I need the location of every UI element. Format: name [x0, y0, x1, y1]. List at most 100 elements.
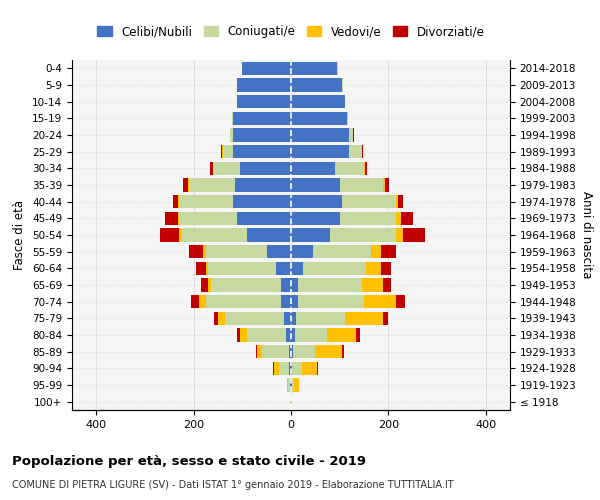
- Bar: [206, 262, 208, 275]
- Bar: [183, 178, 188, 192]
- Bar: [342, 345, 344, 358]
- Bar: [274, 362, 280, 375]
- Bar: [291, 145, 349, 158]
- Bar: [266, 245, 291, 258]
- Bar: [298, 278, 362, 291]
- Bar: [233, 112, 291, 125]
- Bar: [199, 295, 206, 308]
- Bar: [206, 245, 266, 258]
- Text: COMUNE DI PIETRA LIGURE (SV) - Dati ISTAT 1° gennaio 2019 - Elaborazione TUTTITA: COMUNE DI PIETRA LIGURE (SV) - Dati ISTA…: [12, 480, 454, 490]
- Bar: [291, 245, 313, 258]
- Bar: [295, 328, 326, 342]
- Bar: [295, 378, 299, 392]
- Bar: [383, 278, 391, 291]
- Bar: [240, 162, 291, 175]
- Bar: [238, 328, 240, 342]
- Bar: [302, 362, 317, 375]
- Bar: [291, 178, 340, 192]
- Bar: [291, 78, 342, 92]
- Bar: [364, 162, 365, 175]
- Bar: [395, 228, 403, 241]
- Bar: [281, 278, 291, 291]
- Bar: [233, 195, 291, 208]
- Bar: [347, 112, 348, 125]
- Bar: [383, 312, 388, 325]
- Bar: [257, 345, 262, 358]
- Bar: [210, 162, 212, 175]
- Bar: [211, 278, 281, 291]
- Bar: [179, 228, 182, 241]
- Bar: [296, 312, 344, 325]
- Bar: [362, 278, 383, 291]
- Bar: [235, 178, 291, 192]
- Bar: [286, 328, 291, 342]
- Bar: [179, 212, 238, 225]
- Bar: [291, 62, 337, 75]
- Bar: [179, 195, 233, 208]
- Bar: [313, 245, 371, 258]
- Bar: [291, 95, 344, 108]
- Bar: [196, 262, 206, 275]
- Bar: [367, 262, 381, 275]
- Bar: [166, 212, 178, 225]
- Bar: [362, 145, 363, 158]
- Bar: [240, 328, 247, 342]
- Bar: [291, 128, 349, 141]
- Bar: [291, 312, 296, 325]
- Bar: [284, 312, 291, 325]
- Bar: [303, 262, 367, 275]
- Bar: [291, 195, 342, 208]
- Bar: [232, 112, 233, 125]
- Bar: [356, 328, 359, 342]
- Bar: [291, 112, 347, 125]
- Bar: [381, 245, 395, 258]
- Bar: [344, 312, 383, 325]
- Bar: [291, 228, 330, 241]
- Bar: [291, 162, 335, 175]
- Bar: [401, 212, 413, 225]
- Bar: [208, 262, 277, 275]
- Bar: [226, 312, 284, 325]
- Bar: [233, 145, 291, 158]
- Bar: [289, 345, 291, 358]
- Y-axis label: Fasce di età: Fasce di età: [13, 200, 26, 270]
- Bar: [289, 362, 291, 375]
- Bar: [221, 145, 223, 158]
- Bar: [381, 262, 391, 275]
- Bar: [349, 128, 353, 141]
- Bar: [178, 212, 179, 225]
- Bar: [398, 195, 403, 208]
- Bar: [262, 345, 289, 358]
- Bar: [291, 362, 292, 375]
- Bar: [395, 195, 398, 208]
- Bar: [233, 128, 291, 141]
- Bar: [182, 228, 247, 241]
- Bar: [291, 262, 303, 275]
- Bar: [206, 295, 281, 308]
- Bar: [223, 145, 233, 158]
- Bar: [403, 228, 425, 241]
- Text: Popolazione per età, sesso e stato civile - 2019: Popolazione per età, sesso e stato civil…: [12, 455, 366, 468]
- Bar: [316, 345, 342, 358]
- Bar: [340, 212, 395, 225]
- Bar: [364, 295, 395, 308]
- Bar: [281, 295, 291, 308]
- Bar: [218, 312, 226, 325]
- Bar: [340, 178, 383, 192]
- Bar: [291, 295, 298, 308]
- Bar: [230, 128, 233, 141]
- Y-axis label: Anni di nascita: Anni di nascita: [580, 192, 593, 278]
- Bar: [256, 345, 257, 358]
- Bar: [277, 262, 291, 275]
- Bar: [280, 362, 289, 375]
- Bar: [203, 245, 206, 258]
- Bar: [292, 362, 302, 375]
- Bar: [395, 212, 401, 225]
- Bar: [292, 378, 295, 392]
- Bar: [298, 295, 364, 308]
- Bar: [371, 245, 381, 258]
- Bar: [330, 228, 395, 241]
- Bar: [238, 78, 291, 92]
- Bar: [191, 295, 199, 308]
- Bar: [160, 228, 179, 241]
